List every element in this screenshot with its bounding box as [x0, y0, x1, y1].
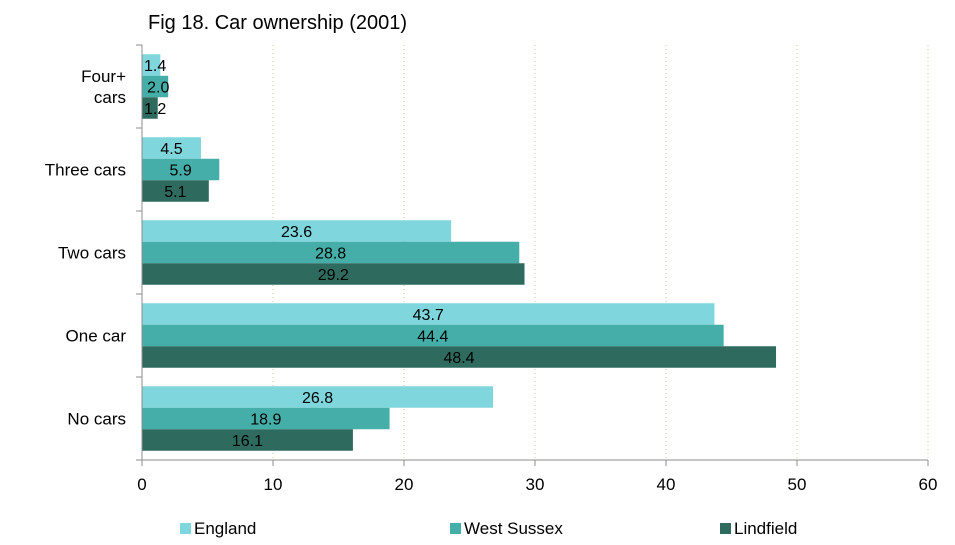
- bar: [142, 386, 494, 408]
- bar: [142, 75, 169, 98]
- bar: [142, 303, 715, 325]
- x-tick-label: 40: [657, 475, 676, 494]
- legend-item: Lindfield: [720, 519, 797, 538]
- bar: [142, 324, 724, 347]
- data-label: 16.1: [232, 433, 263, 450]
- x-tick-label: 60: [919, 475, 938, 494]
- data-label: 28.8: [315, 246, 346, 263]
- data-label: 44.4: [417, 329, 448, 346]
- legend-item: West Sussex: [450, 519, 563, 538]
- x-axis-ticks: 0 10 20 30 40 50 60: [137, 475, 937, 494]
- category-labels: No cars One car Two cars Three cars Four+ car…: [45, 67, 127, 429]
- x-tick-label: 10: [264, 475, 283, 494]
- legend-label: England: [194, 519, 256, 538]
- legend-swatch: [450, 523, 461, 534]
- x-tick-label: 50: [788, 475, 807, 494]
- data-label: 1.2: [144, 101, 166, 118]
- data-label: 43.7: [413, 307, 444, 324]
- x-tick-label: 0: [137, 475, 146, 494]
- data-label: 5.1: [164, 184, 186, 201]
- legend-swatch: [720, 523, 731, 534]
- data-label: 1.4: [144, 58, 166, 75]
- data-label: 2.0: [147, 80, 169, 97]
- legend-label: West Sussex: [464, 519, 563, 538]
- bar: [142, 220, 452, 242]
- legend: England West Sussex Lindfield: [180, 519, 797, 538]
- legend-item: England: [180, 519, 256, 538]
- data-label: 48.4: [443, 350, 474, 367]
- category-label: One car: [66, 327, 127, 346]
- bar: [142, 180, 209, 202]
- data-label: 23.6: [281, 224, 312, 241]
- bar: [142, 263, 525, 285]
- bar: [142, 407, 390, 430]
- axes: [136, 44, 929, 466]
- x-tick-label: 20: [395, 475, 414, 494]
- chart-title: Fig 18. Car ownership (2001): [148, 12, 407, 34]
- legend-label: Lindfield: [734, 519, 797, 538]
- x-tick-label: 30: [526, 475, 545, 494]
- bar: [142, 54, 161, 76]
- category-label: Three cars: [45, 161, 126, 180]
- bar: [142, 97, 158, 119]
- bar: [142, 137, 201, 159]
- bar: [142, 241, 520, 264]
- data-label: 18.9: [250, 412, 281, 429]
- bars: [142, 54, 777, 451]
- category-label: Two cars: [58, 244, 126, 263]
- category-label: No cars: [67, 410, 126, 429]
- category-label: cars: [94, 88, 126, 107]
- data-label: 26.8: [302, 390, 333, 407]
- bar: [142, 346, 777, 368]
- category-label: Four+: [81, 67, 126, 86]
- data-label: 4.5: [160, 141, 182, 158]
- data-labels: 26.8 18.9 16.1 43.7 44.4 48.4 23.628.8 29.2 4.5 5…: [144, 58, 475, 450]
- bar: [142, 158, 220, 181]
- legend-swatch: [180, 523, 191, 534]
- data-label: 29.2: [318, 267, 349, 284]
- data-label: 5.9: [170, 163, 192, 180]
- bar: [142, 429, 353, 451]
